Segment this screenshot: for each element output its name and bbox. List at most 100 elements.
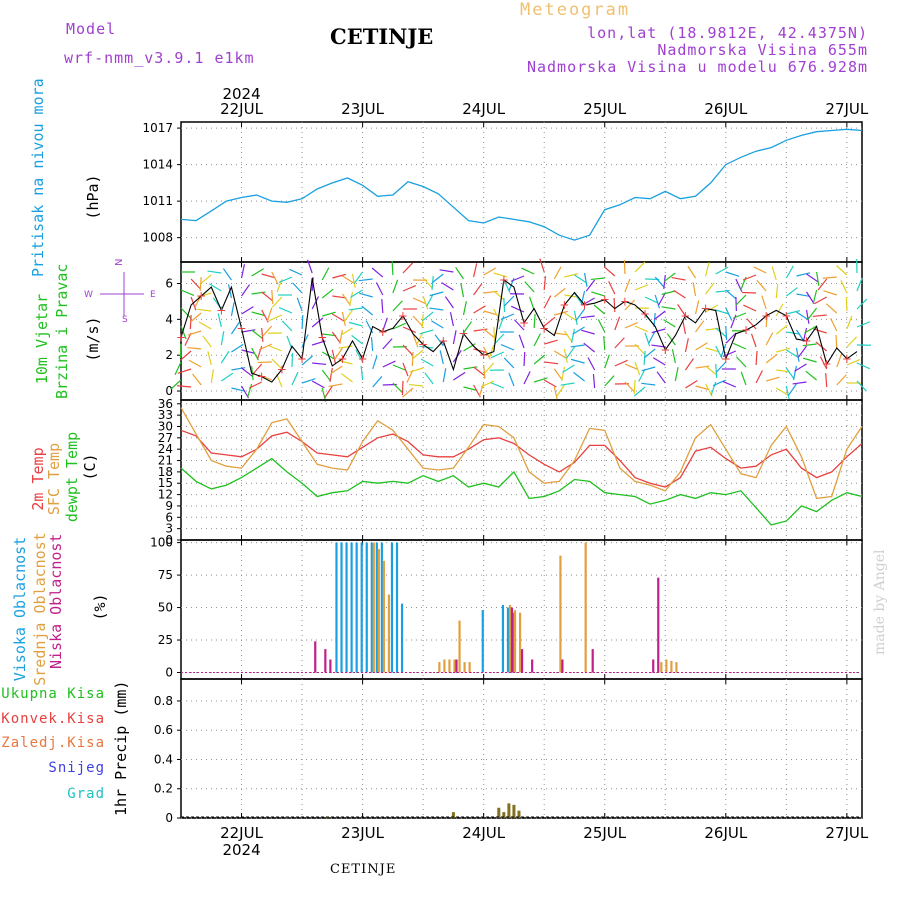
wind-arrow (624, 363, 639, 371)
wind-gust-marker: + (337, 352, 347, 366)
wind-arrow (449, 312, 454, 327)
y-tick-label: 1014 (142, 158, 173, 172)
wind-arrow (796, 293, 811, 298)
wind-arrow (572, 326, 585, 335)
plot-frame (180, 261, 863, 401)
footer-station: CETINJE (330, 862, 397, 877)
y-tick-label: 6 (165, 510, 173, 524)
wind-arrow (591, 291, 605, 297)
cloud-bar (584, 542, 587, 673)
compass-s: S (122, 315, 128, 325)
wind-arrow (421, 311, 434, 322)
wind-gust-marker: + (801, 334, 811, 348)
wind-gust-marker: + (398, 309, 408, 323)
plot-frame (180, 121, 863, 263)
wind-arrow (392, 300, 403, 312)
wind-arrow (409, 383, 424, 387)
wind-arrow (840, 280, 848, 294)
wind-arrow (593, 304, 606, 315)
wind-arrow (562, 364, 575, 373)
cloud-bar (660, 662, 663, 673)
wind-arrow (473, 348, 488, 354)
wind-arrow (543, 316, 556, 327)
wind-gust-marker: + (378, 325, 388, 339)
wind-arrow (503, 357, 515, 369)
wind-arrow (846, 358, 860, 366)
cloud-bar (360, 542, 363, 673)
wind-arrow (490, 382, 505, 389)
wind-arrow (603, 335, 606, 351)
precip-bar (517, 810, 521, 818)
wind-arrow (743, 304, 757, 312)
wind-arrow (416, 331, 424, 345)
wind-arrow (198, 321, 212, 330)
legend-convective-rain: Konvek.Kisa (1, 711, 105, 727)
wind-arrow (453, 371, 466, 381)
wind-arrow (634, 261, 646, 273)
series-line (180, 457, 863, 526)
wind-gust-marker: + (761, 309, 771, 323)
wind-arrow (251, 329, 264, 340)
cloud-bar (400, 603, 404, 673)
wind-arrow (330, 365, 343, 375)
wind-compass: N W E S (84, 259, 156, 325)
wind-arrow (776, 347, 790, 353)
wind-arrow (483, 310, 498, 316)
wind-arrow (455, 267, 464, 280)
wind-gust-marker: + (660, 343, 670, 357)
wind-arrow (712, 379, 727, 387)
wind-gust-marker: + (741, 323, 751, 337)
wind-arrow (180, 350, 192, 361)
wind-arrow (570, 358, 585, 364)
wind-arrow (544, 339, 558, 345)
cloud-bar (340, 542, 343, 673)
wind-arrow (603, 266, 616, 277)
wind-arrow (796, 311, 809, 321)
wind-arrow (371, 267, 384, 278)
x-tick-label-top: 26JUL (704, 100, 747, 118)
wind-arrow (775, 284, 779, 299)
wind-arrow (241, 306, 254, 315)
wind-arrow (634, 343, 645, 355)
legend-snow: Snijeg (48, 760, 105, 776)
wind-arrow (634, 284, 649, 291)
wind-arrow (761, 295, 767, 310)
wind-arrow (817, 278, 828, 291)
wind-arrow (278, 276, 293, 284)
wind-arrow (715, 361, 727, 373)
wind-arrow (666, 333, 676, 346)
wind-arrow (521, 267, 535, 275)
wind-arrow (648, 330, 656, 344)
wind-arrow (825, 303, 838, 314)
wind-arrow (786, 310, 801, 315)
wind-arrow (402, 262, 414, 274)
x-tick-label-top: 23JUL (341, 100, 384, 118)
wind-arrow (573, 310, 578, 325)
wind-arrow (771, 266, 777, 281)
wind-arrow (634, 325, 649, 333)
wind-arrow (825, 372, 828, 388)
wind-arrow (671, 276, 686, 281)
wind-arrow (301, 355, 314, 366)
wind-arrow (402, 387, 414, 398)
wind-arrow (735, 356, 747, 368)
wind-arrow (184, 332, 192, 346)
wind-arrow (478, 382, 485, 397)
wind-arrow (402, 284, 417, 292)
wind-arrow (261, 327, 264, 342)
y-tick-label: 2 (165, 348, 173, 362)
wind-arrow (331, 349, 337, 364)
wind-arrow (814, 296, 827, 305)
wind-arrow (392, 364, 407, 371)
wind-arrow (812, 289, 818, 304)
wind-arrow (796, 272, 811, 277)
y-tick-label: 75 (158, 568, 173, 582)
wind-arrow (332, 273, 347, 279)
compass-w: W (84, 290, 93, 300)
wind-arrow (543, 295, 552, 309)
wind-arrow (187, 330, 202, 336)
wind-arrow (256, 345, 263, 360)
wind-arrow (370, 337, 374, 352)
wind-arrow (328, 383, 343, 388)
